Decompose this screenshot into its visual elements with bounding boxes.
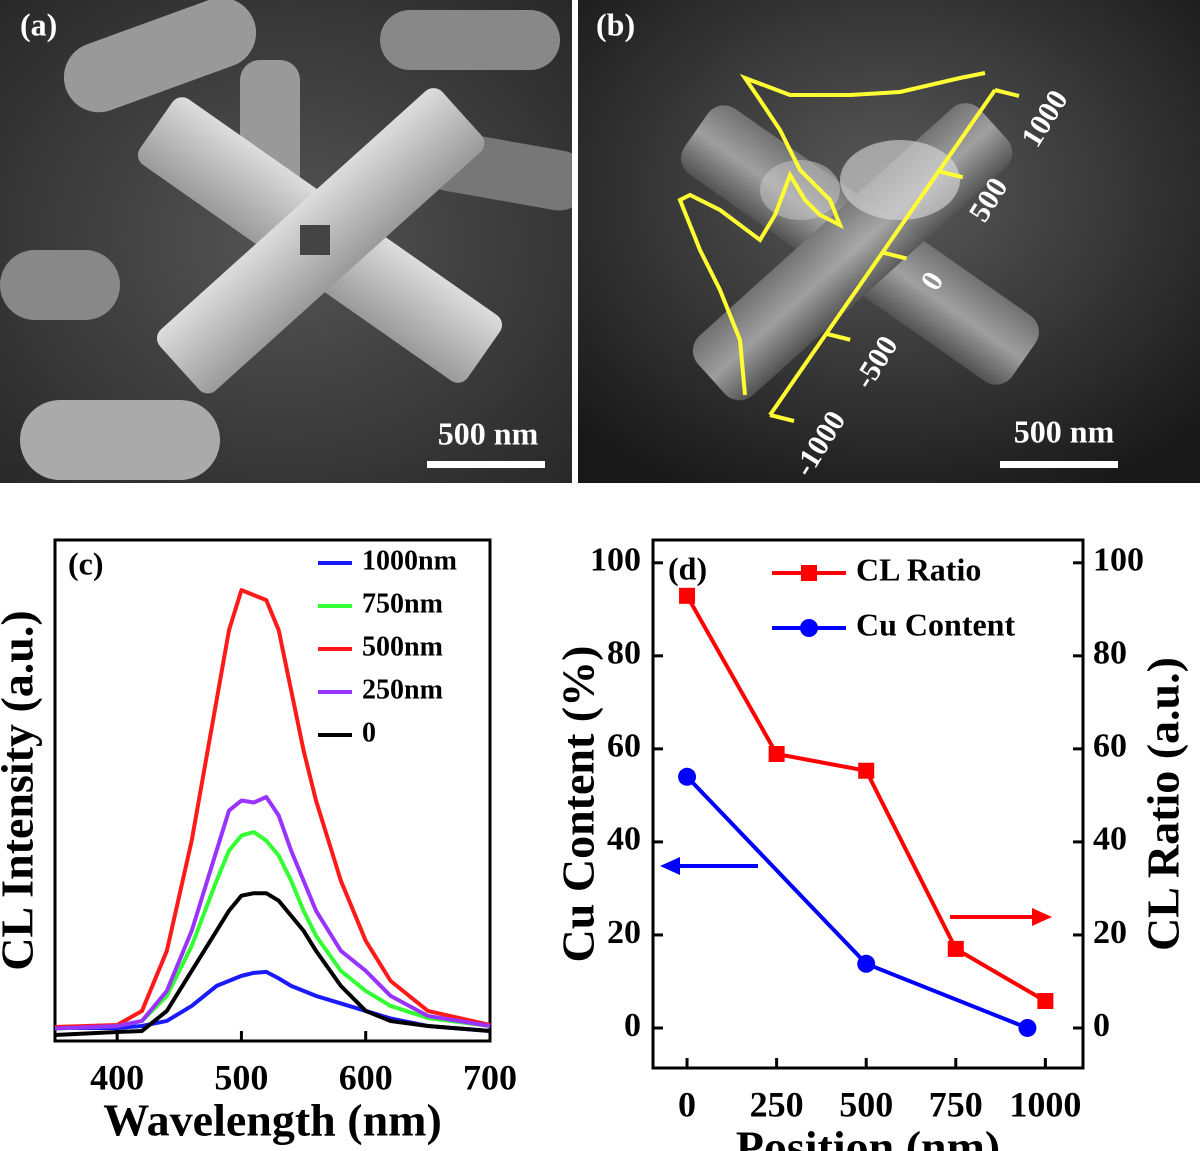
marker bbox=[679, 587, 696, 604]
y-tick-label: 80 bbox=[607, 635, 641, 672]
scale-bar-label: 500 nm bbox=[1014, 413, 1115, 449]
scale-bar bbox=[1000, 461, 1118, 468]
panel-label: (d) bbox=[668, 550, 707, 586]
profile-tick bbox=[825, 331, 851, 342]
series-line bbox=[685, 775, 1029, 1030]
x-tick-label: 0 bbox=[678, 1084, 696, 1124]
marker bbox=[768, 745, 785, 762]
y2-tick-label: 40 bbox=[1093, 821, 1127, 858]
y-axis-label: CL Intensity (a.u.) bbox=[0, 610, 43, 970]
marker bbox=[858, 762, 875, 779]
legend-label: 500nm bbox=[362, 631, 443, 662]
scale-bar bbox=[427, 461, 545, 468]
cl-profile bbox=[677, 71, 986, 396]
sem-image-b bbox=[578, 0, 1200, 483]
x-tick-label: 600 bbox=[339, 1057, 393, 1097]
scale-bar-label: 500 nm bbox=[438, 415, 539, 451]
series-line bbox=[54, 588, 491, 1029]
marker bbox=[800, 619, 818, 637]
x-tick-label: 1000 bbox=[1009, 1084, 1081, 1124]
y2-tick-label: 20 bbox=[1093, 914, 1127, 951]
series-line bbox=[54, 830, 491, 1031]
y-tick-label: 20 bbox=[607, 914, 641, 951]
x-tick-label: 400 bbox=[90, 1057, 144, 1097]
x-tick-label: 500 bbox=[839, 1084, 893, 1124]
axis-arrow bbox=[950, 908, 1052, 926]
x-axis-label: Wavelength (nm) bbox=[103, 1095, 442, 1146]
marker bbox=[857, 954, 876, 973]
profile-tick bbox=[994, 88, 1020, 98]
marker bbox=[1018, 1018, 1037, 1037]
y-tick-label: 60 bbox=[607, 728, 641, 765]
profile-tick bbox=[938, 169, 964, 180]
x-axis-label: Position (nm) bbox=[736, 1122, 1001, 1151]
plot-frame bbox=[53, 538, 492, 1043]
marker bbox=[678, 767, 697, 786]
x-tick-label: 250 bbox=[750, 1084, 804, 1124]
y2-tick-label: 80 bbox=[1093, 635, 1127, 672]
marker bbox=[801, 565, 817, 581]
y-axis-label: Cu Content (%) bbox=[553, 646, 604, 963]
y2-axis-label: CL Ratio (a.u.) bbox=[1138, 657, 1189, 951]
profile-tick bbox=[769, 413, 795, 423]
profile-tick bbox=[882, 250, 907, 261]
y2-tick-label: 100 bbox=[1093, 542, 1144, 579]
x-tick-label: 500 bbox=[214, 1057, 268, 1097]
plot-frame bbox=[651, 538, 1085, 1070]
y-tick-label: 100 bbox=[590, 542, 641, 579]
x-tick-label: 750 bbox=[929, 1084, 983, 1124]
panel-label: (a) bbox=[20, 6, 57, 42]
marker bbox=[947, 940, 964, 957]
series-line bbox=[685, 594, 1047, 1003]
marker bbox=[1037, 993, 1054, 1010]
series-line bbox=[54, 891, 491, 1037]
legend-label: CL Ratio bbox=[856, 551, 981, 587]
panel-label: (b) bbox=[596, 6, 635, 42]
x-tick-label: 700 bbox=[463, 1057, 517, 1097]
panel-label: (c) bbox=[68, 545, 104, 581]
legend-label: 250nm bbox=[362, 674, 443, 705]
y2-tick-label: 60 bbox=[1093, 728, 1127, 765]
legend-label: 1000nm bbox=[362, 545, 457, 576]
axis-arrow bbox=[660, 857, 758, 875]
y-tick-label: 40 bbox=[607, 821, 641, 858]
y2-tick-label: 0 bbox=[1093, 1007, 1110, 1044]
legend-label: 750nm bbox=[362, 588, 443, 619]
legend-label: Cu Content bbox=[856, 606, 1015, 642]
legend-label: 0 bbox=[362, 717, 376, 748]
series-line bbox=[54, 795, 491, 1031]
y-tick-label: 0 bbox=[624, 1007, 641, 1044]
sem-image-a bbox=[0, 0, 572, 483]
